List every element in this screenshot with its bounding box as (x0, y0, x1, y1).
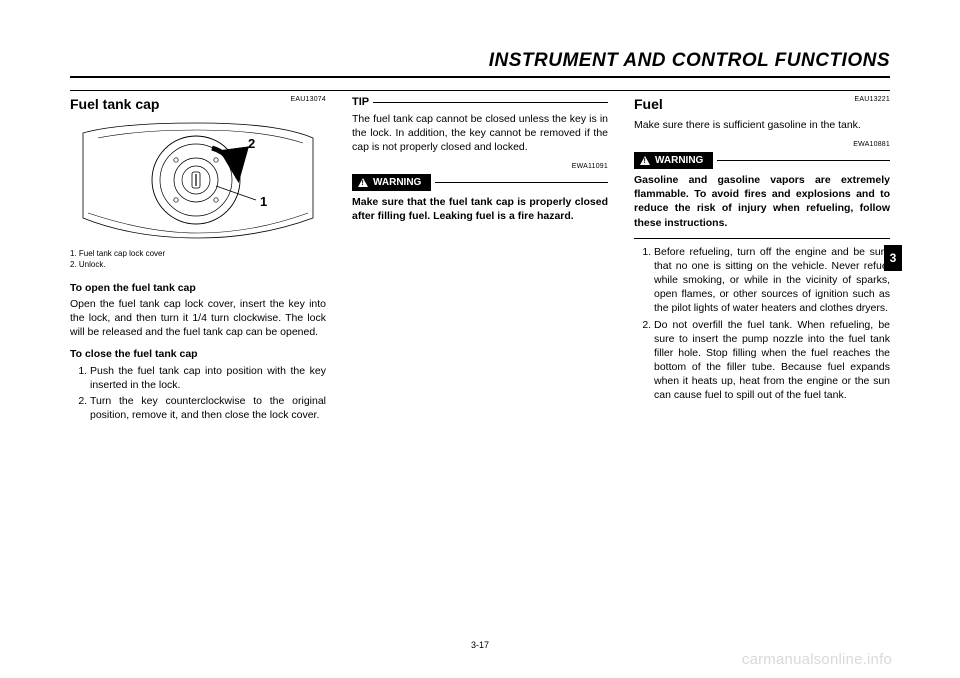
caption-line-1: 1. Fuel tank cap lock cover (70, 249, 326, 260)
list-item: Do not overfill the fuel tank. When refu… (654, 318, 890, 403)
fuel-heading: Fuel (634, 95, 890, 114)
list-item: Turn the key counterclockwise to the ori… (90, 394, 326, 422)
column-3: EAU13221 Fuel Make sure there is suffici… (634, 95, 890, 430)
callout-1: 1 (260, 194, 267, 209)
warning-body: Gasoline and gasoline vapors are extreme… (634, 173, 890, 230)
warning-header: WARNING (634, 152, 890, 170)
warning-icon (358, 178, 368, 187)
tip-rule (373, 102, 608, 103)
watermark: carmanualsonline.info (742, 651, 892, 668)
warning-badge: WARNING (634, 152, 713, 170)
ref-code: EAU13074 (291, 95, 326, 104)
fuel-cap-figure: 2 1 (70, 118, 326, 243)
column-2: TIP The fuel tank cap cannot be closed u… (352, 95, 608, 430)
ref-code: EWA10881 (853, 140, 890, 149)
column-1: EAU13074 Fuel tank cap (70, 95, 326, 430)
list-item: Push the fuel tank cap into position wit… (90, 364, 326, 392)
tip-body: The fuel tank cap cannot be closed unles… (352, 112, 608, 155)
manual-page: INSTRUMENT AND CONTROL FUNCTIONS EAU1307… (0, 0, 960, 678)
page-number: 3-17 (0, 640, 960, 650)
fuel-tank-cap-heading: Fuel tank cap (70, 95, 326, 114)
warning-body: Make sure that the fuel tank cap is prop… (352, 195, 608, 223)
section-title: INSTRUMENT AND CONTROL FUNCTIONS (70, 50, 890, 72)
chapter-tab: 3 (884, 245, 902, 271)
close-cap-subhead: To close the fuel tank cap (70, 347, 326, 361)
ref-code: EWA11091 (572, 162, 608, 171)
fuel-instructions-list: Before refueling, turn off the engine an… (634, 245, 890, 403)
open-cap-subhead: To open the fuel tank cap (70, 281, 326, 295)
header-thin-rule (70, 90, 890, 91)
figure-caption: 1. Fuel tank cap lock cover 2. Unlock. (70, 249, 326, 271)
warning-rule (435, 182, 608, 183)
tip-header: TIP (352, 95, 608, 110)
tip-label: TIP (352, 95, 369, 110)
columns: EAU13074 Fuel tank cap (70, 95, 890, 430)
ref-code: EAU13221 (855, 95, 890, 104)
warning-label: WARNING (655, 154, 703, 168)
list-item: Before refueling, turn off the engine an… (654, 245, 890, 316)
caption-line-2: 2. Unlock. (70, 260, 326, 271)
divider (634, 238, 890, 239)
warning-header: WARNING (352, 174, 608, 192)
callout-2: 2 (248, 136, 255, 151)
fuel-intro: Make sure there is sufficient gasoline i… (634, 118, 890, 132)
warning-badge: WARNING (352, 174, 431, 192)
warning-icon (640, 156, 650, 165)
close-cap-list: Push the fuel tank cap into position wit… (70, 364, 326, 423)
warning-rule (717, 160, 890, 161)
header-rule (70, 76, 890, 78)
open-cap-text: Open the fuel tank cap lock cover, inser… (70, 297, 326, 340)
warning-label: WARNING (373, 176, 421, 190)
